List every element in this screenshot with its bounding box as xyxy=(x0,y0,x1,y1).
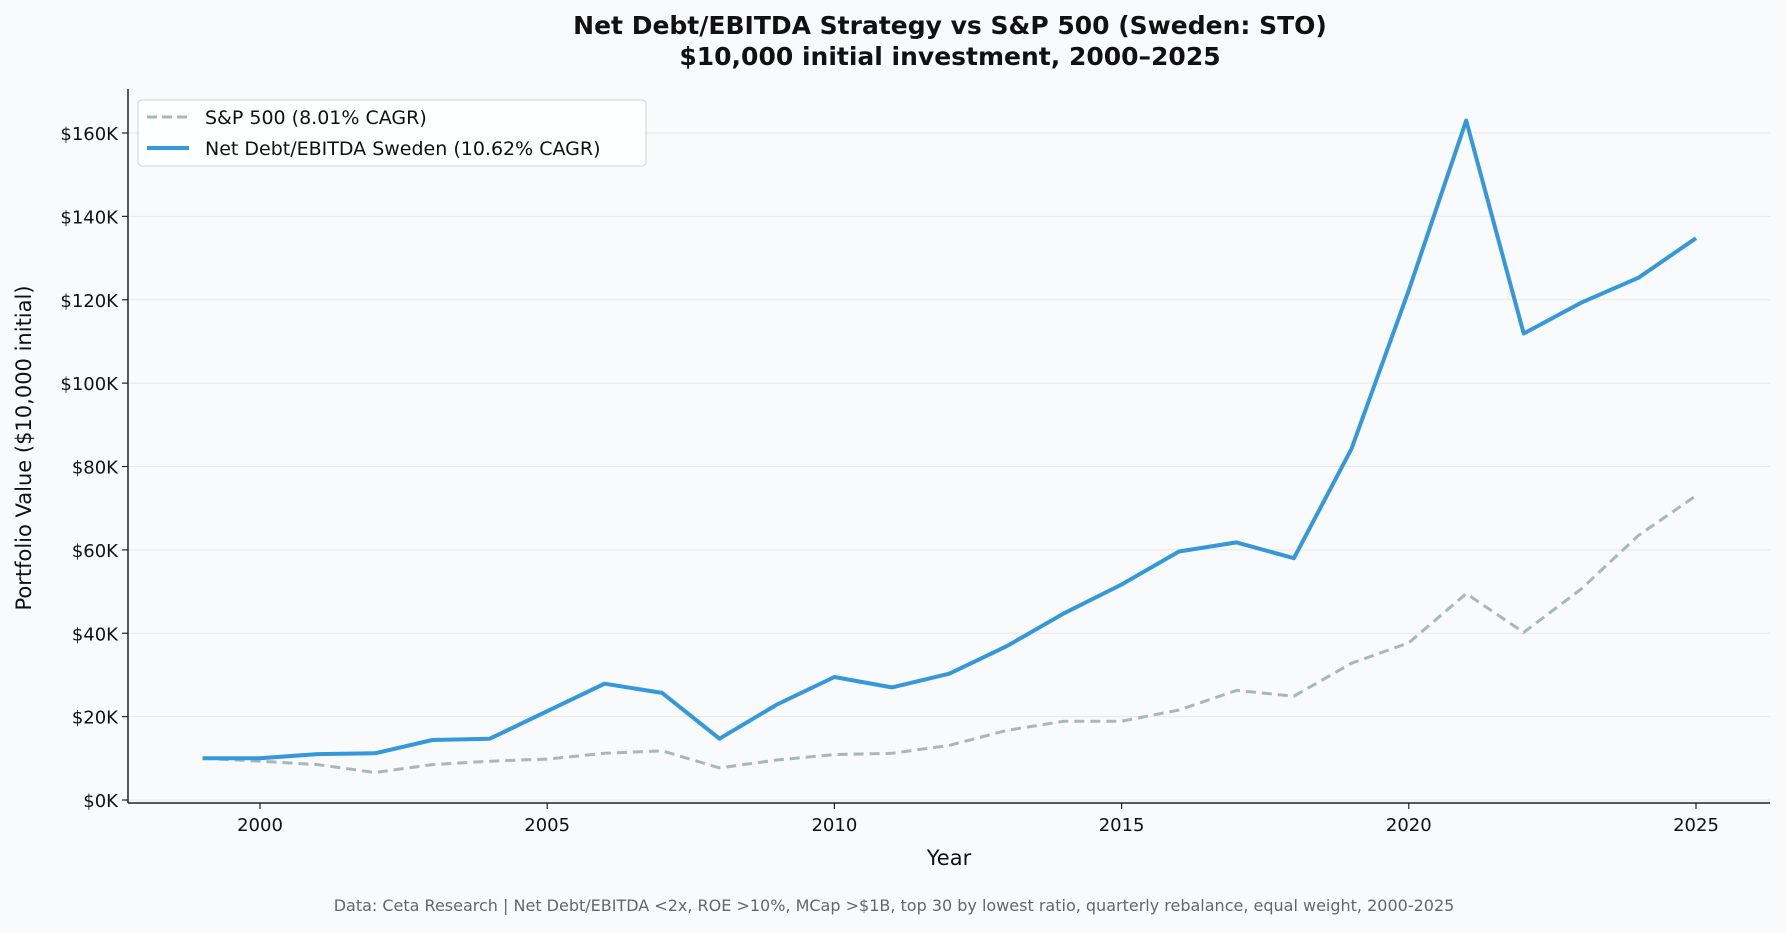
legend-label-strategy: Net Debt/EBITDA Sweden (10.62% CAGR) xyxy=(205,138,601,160)
x-tick-label: 2020 xyxy=(1386,815,1432,836)
y-axis-label: Portfolio Value ($10,000 initial) xyxy=(12,285,36,610)
y-tick-label: $40K xyxy=(72,624,119,645)
y-tick-label: $60K xyxy=(72,541,119,562)
x-tick-label: 2015 xyxy=(1099,815,1145,836)
x-tick-label: 2025 xyxy=(1673,815,1719,836)
y-tick-label: $0K xyxy=(83,791,119,812)
chart-title: Net Debt/EBITDA Strategy vs S&P 500 (Swe… xyxy=(573,11,1327,40)
x-tick-label: 2010 xyxy=(811,815,857,836)
y-tick-label: $100K xyxy=(60,374,119,395)
y-tick-label: $20K xyxy=(72,708,119,729)
y-tick-label: $80K xyxy=(72,458,119,479)
chart-subtitle: $10,000 initial investment, 2000–2025 xyxy=(679,42,1220,71)
y-tick-label: $140K xyxy=(60,207,119,228)
y-tick-label: $120K xyxy=(60,291,119,312)
legend: S&P 500 (8.01% CAGR) Net Debt/EBITDA Swe… xyxy=(138,100,646,166)
legend-label-sp500: S&P 500 (8.01% CAGR) xyxy=(205,107,427,129)
x-tick-label: 2005 xyxy=(524,815,570,836)
x-axis-label: Year xyxy=(926,846,972,870)
footnote: Data: Ceta Research | Net Debt/EBITDA <2… xyxy=(334,896,1455,915)
y-tick-label: $160K xyxy=(60,124,119,145)
x-tick-label: 2000 xyxy=(237,815,283,836)
